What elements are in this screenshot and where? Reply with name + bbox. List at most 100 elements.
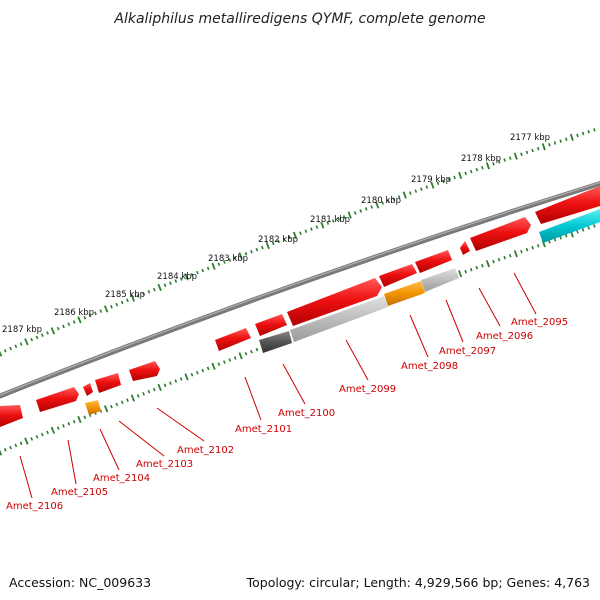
gene-label: Amet_2106 — [6, 501, 63, 512]
minor-tick — [492, 162, 495, 166]
minor-tick — [35, 434, 39, 439]
minor-tick — [250, 249, 253, 254]
major-tick — [265, 241, 270, 250]
major-tick — [0, 350, 3, 357]
minor-tick — [587, 129, 590, 134]
major-tick — [103, 305, 109, 313]
major-tick — [184, 273, 189, 281]
minor-tick — [19, 342, 23, 346]
minor-tick — [288, 235, 291, 240]
gene-feature[interactable] — [379, 264, 417, 287]
minor-tick — [88, 313, 92, 318]
gene-feature[interactable] — [421, 268, 459, 292]
gene-feature[interactable] — [287, 278, 382, 326]
minor-tick — [559, 139, 562, 143]
minor-tick — [99, 309, 103, 313]
minor-tick — [56, 326, 60, 331]
minor-tick — [581, 131, 585, 136]
minor-tick — [30, 337, 34, 342]
minor-tick — [169, 281, 172, 285]
kbp-label: 2186 kbp — [54, 308, 94, 318]
major-tick — [157, 383, 162, 392]
minor-tick — [508, 253, 512, 258]
minor-tick — [120, 300, 124, 305]
minor-tick — [492, 259, 495, 264]
gene-feature[interactable] — [36, 387, 79, 412]
minor-tick — [326, 221, 330, 225]
gene-feature[interactable] — [470, 217, 531, 251]
minor-tick — [304, 229, 308, 233]
minor-tick — [475, 265, 479, 270]
kbp-label: 2187 kbp — [2, 325, 42, 335]
minor-tick — [244, 351, 248, 356]
minor-tick — [593, 128, 596, 132]
gene-feature[interactable] — [415, 250, 452, 273]
minor-tick — [299, 231, 302, 235]
minor-tick — [201, 368, 205, 373]
minor-tick — [548, 143, 551, 147]
gene-feature[interactable] — [539, 209, 600, 243]
minor-tick — [464, 171, 467, 176]
major-tick — [238, 352, 243, 360]
gene-label: Amet_2100 — [278, 408, 335, 419]
gene-feature[interactable] — [259, 331, 292, 353]
minor-tick — [190, 372, 194, 377]
minor-tick — [559, 236, 562, 240]
gene-feature[interactable] — [290, 296, 388, 342]
kbp-label: 2185 kbp — [105, 290, 145, 300]
minor-tick — [564, 234, 568, 238]
genome-backbone — [0, 180, 600, 399]
minor-tick — [250, 349, 253, 354]
major-tick — [130, 394, 135, 402]
minor-tick — [503, 255, 506, 260]
gene-label: Amet_2101 — [235, 424, 292, 435]
gene-feature[interactable] — [83, 383, 93, 396]
topology-label: Topology: circular; Length: 4,929,566 bp… — [246, 575, 590, 590]
major-tick — [458, 171, 463, 180]
minor-tick — [136, 294, 140, 298]
minor-tick — [520, 249, 523, 254]
minor-tick — [397, 195, 401, 199]
minor-tick — [46, 430, 49, 435]
kbp-scale-labels: 2177 kbp 2178 kbp 2179 kbp 2180 kbp 2181 kbp… — [2, 133, 550, 335]
gene-feature[interactable] — [535, 186, 600, 224]
gene-feature[interactable] — [215, 328, 251, 351]
minor-tick — [217, 262, 221, 267]
major-tick — [24, 437, 29, 445]
minor-tick — [392, 197, 396, 201]
minor-tick — [255, 347, 259, 352]
gene-feature[interactable] — [255, 314, 287, 336]
minor-tick — [94, 311, 97, 316]
major-tick — [485, 162, 490, 170]
major-tick — [569, 133, 574, 141]
gene-feature[interactable] — [384, 281, 425, 306]
major-tick — [211, 262, 216, 270]
genome-backbone-highlight — [0, 181, 600, 396]
major-tick — [24, 338, 29, 346]
gene-feature[interactable] — [85, 400, 101, 415]
minor-tick — [364, 207, 368, 211]
major-tick — [0, 449, 3, 456]
forward-strand-genes — [0, 186, 600, 427]
minor-tick — [169, 381, 172, 385]
gene-feature[interactable] — [0, 405, 23, 427]
minor-tick — [233, 256, 237, 260]
minor-tick — [310, 227, 313, 231]
major-tick — [77, 415, 82, 424]
gene-feature[interactable] — [129, 361, 160, 381]
minor-tick — [244, 252, 248, 256]
minor-tick — [464, 269, 467, 274]
minor-tick — [174, 379, 178, 383]
gene-feature[interactable] — [460, 241, 470, 255]
gene-label: Amet_2097 — [439, 346, 496, 357]
gene-feature[interactable] — [95, 373, 121, 393]
minor-tick — [19, 441, 23, 446]
minor-tick — [261, 245, 264, 250]
major-tick — [513, 152, 518, 160]
minor-tick — [62, 324, 65, 329]
major-tick — [347, 211, 352, 219]
outer-tick-track — [0, 128, 596, 357]
minor-tick — [152, 387, 156, 392]
minor-tick — [190, 272, 194, 277]
minor-tick — [228, 258, 232, 262]
